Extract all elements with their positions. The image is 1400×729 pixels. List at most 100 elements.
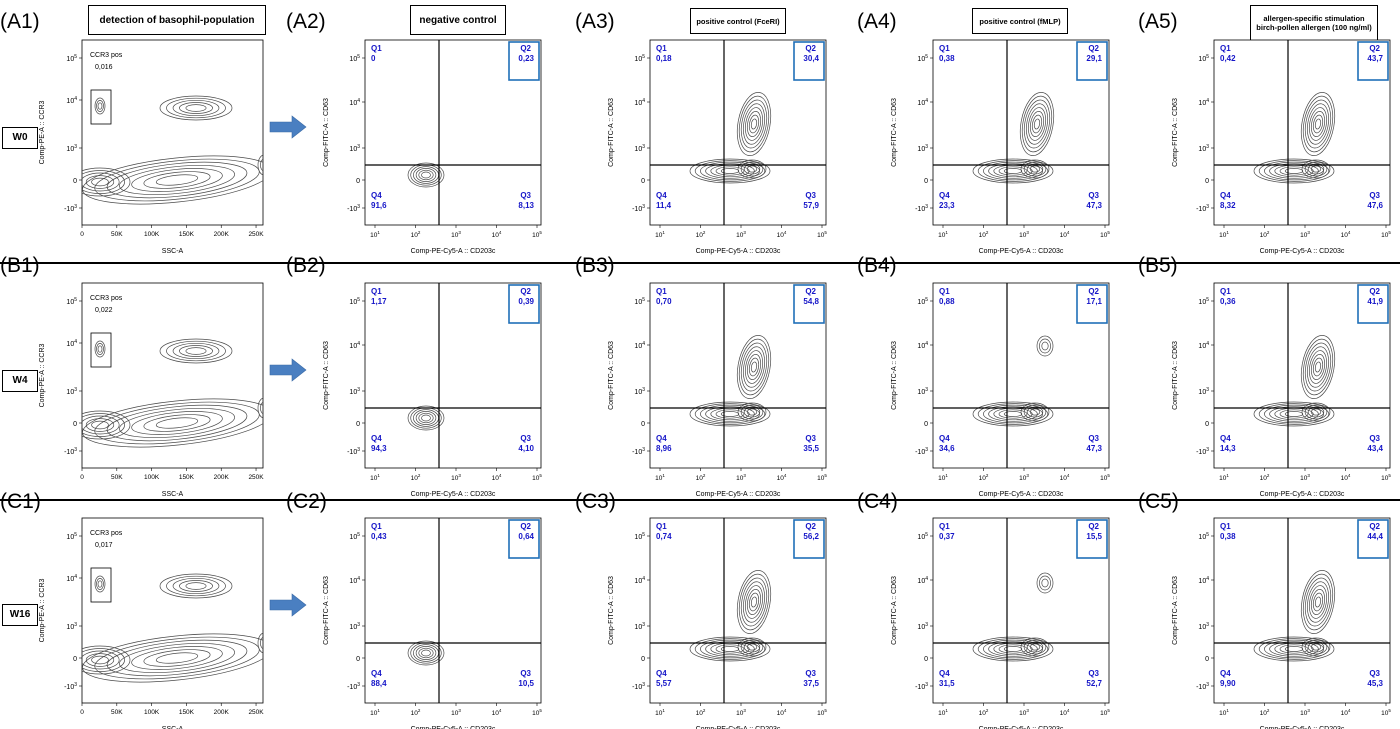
q3-label: Q3: [1369, 434, 1380, 443]
contour-line: [740, 99, 768, 149]
contour-line: [1308, 107, 1328, 141]
y-tick-label: -103: [64, 447, 77, 456]
x-tick-label: 100K: [144, 709, 160, 716]
contour-population: [689, 335, 772, 427]
contour-line: [1026, 641, 1044, 653]
contour-line: [91, 420, 109, 430]
contour-line: [85, 653, 115, 667]
column-header: positive control (FceRI): [690, 8, 786, 34]
y-tick-label: -103: [1196, 204, 1209, 213]
row-tag: W4: [2, 370, 38, 392]
q1-value: 0,42: [1220, 54, 1236, 63]
contour-line: [1003, 168, 1023, 174]
y-axis-label: Comp-FITC-A :: CD63: [323, 341, 330, 410]
q3-label: Q3: [1369, 191, 1380, 200]
contour-line: [421, 649, 431, 657]
contour-line: [1003, 411, 1023, 417]
x-tick-label: 103: [736, 230, 746, 239]
x-tick-label: 50K: [111, 474, 123, 481]
contour-line: [96, 343, 104, 355]
contour-line: [705, 406, 755, 422]
x-axis-label: SSC-A: [162, 248, 184, 255]
x-tick-label: 102: [696, 708, 706, 717]
x-tick-label: 0: [80, 709, 84, 716]
q1-label: Q1: [371, 287, 382, 296]
contour-line: [143, 414, 211, 432]
contour-population: [972, 572, 1054, 662]
q2-label: Q2: [1088, 287, 1099, 296]
q2-value: 41,9: [1367, 297, 1383, 306]
x-axis-label: Comp-PE-Cy5-A :: CD203c: [411, 726, 496, 729]
contour-line: [1033, 118, 1041, 130]
contour-line: [743, 641, 761, 653]
contour-line: [988, 163, 1038, 179]
contour-line: [1021, 95, 1053, 153]
q4-value: 11,4: [656, 201, 672, 210]
q1-label: Q1: [656, 522, 667, 531]
row-tag: W0: [2, 127, 38, 149]
contour-line: [977, 403, 1049, 425]
y-tick-label: -103: [915, 204, 928, 213]
x-tick-label: 250K: [248, 709, 264, 716]
contour-population: [972, 335, 1054, 427]
x-tick-label: 102: [411, 473, 421, 482]
contour-line: [983, 639, 1043, 659]
q1-label: Q1: [656, 44, 667, 53]
q4-label: Q4: [1220, 669, 1231, 678]
contour-line: [736, 570, 772, 634]
y-tick-label: 104: [1198, 341, 1209, 350]
y-tick-label: 105: [917, 297, 928, 306]
y-tick-label: 104: [349, 576, 360, 585]
contour-line: [988, 641, 1038, 657]
q3-label: Q3: [805, 191, 816, 200]
contour-line: [746, 408, 758, 416]
q3-label: Q3: [520, 191, 531, 200]
x-tick-label: 104: [1060, 473, 1070, 482]
x-tick-label: 101: [938, 230, 948, 239]
contour-line: [179, 580, 213, 592]
x-tick-label: 103: [451, 473, 461, 482]
contour-line: [1304, 404, 1328, 420]
y-tick-label: 104: [917, 576, 928, 585]
x-tick-label: 104: [1060, 708, 1070, 717]
contour-line: [415, 168, 437, 182]
gate-plot: 105 104 103 0 -103 0 50K 100K 150K 200K 250K SSC-A C…: [39, 517, 264, 729]
q1-value: 0,18: [656, 54, 672, 63]
column-header-line: birch-pollen allergen (100 ng/ml): [1256, 23, 1372, 32]
quadrant-plot: 105 104 103 0 -103 101 102 103 104 105 Comp-PE-Cy5…: [1172, 517, 1391, 729]
q4-label: Q4: [656, 191, 667, 200]
x-tick-label: 0: [80, 231, 84, 238]
x-tick-label: 105: [1381, 230, 1391, 239]
x-tick-label: 104: [777, 230, 787, 239]
contour-line: [715, 409, 745, 419]
contour-line: [260, 158, 263, 172]
y-tick-label: 103: [1198, 144, 1209, 153]
panel-label: (A1): [0, 10, 40, 33]
x-tick-label: 105: [817, 473, 827, 482]
contour-line: [738, 573, 770, 631]
contour-line: [1300, 570, 1336, 634]
contour-line: [1301, 159, 1331, 179]
q1-label: Q1: [939, 44, 950, 53]
contour-line: [705, 641, 755, 657]
contour-line: [1029, 165, 1041, 173]
contour-line: [94, 575, 106, 593]
x-tick-label: 102: [979, 230, 989, 239]
plot-frame: [1213, 39, 1391, 226]
contour-line: [1253, 158, 1335, 184]
q4-label: Q4: [371, 191, 382, 200]
contour-line: [1264, 161, 1324, 181]
contour-line: [407, 162, 445, 188]
contour-line: [744, 350, 764, 384]
q2-value: 56,2: [803, 532, 819, 541]
y-tick-label: 104: [917, 341, 928, 350]
contour-line: [131, 411, 223, 435]
contour-population: [972, 92, 1055, 184]
contour-line: [740, 161, 764, 177]
contour-line: [407, 405, 445, 431]
quadrant-plot: 105 104 103 0 -103 101 102 103 104 105 Comp-PE-Cy5…: [323, 39, 542, 255]
contour-line: [998, 166, 1028, 176]
x-tick-label: 101: [370, 473, 380, 482]
contour-line: [1023, 639, 1047, 655]
arrow-icon: [269, 115, 307, 139]
